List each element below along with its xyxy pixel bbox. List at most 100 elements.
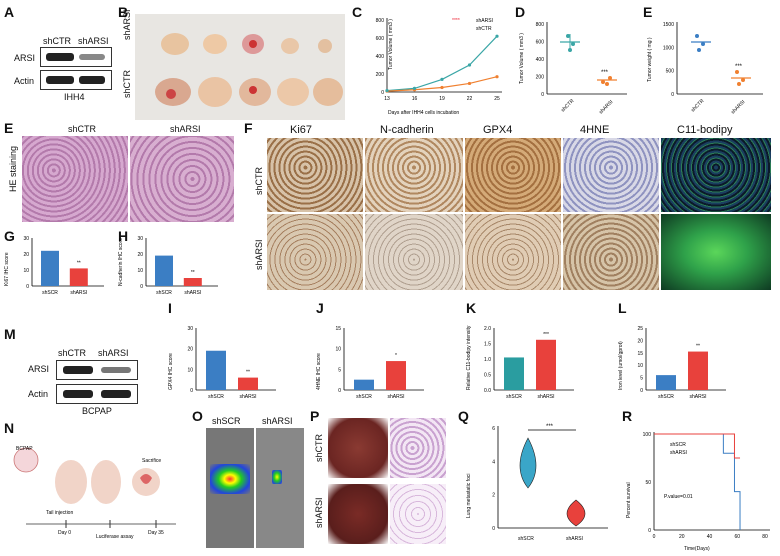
stars-d: *** — [601, 70, 609, 76]
g-chart-ytick: 0 — [26, 284, 29, 290]
l-chart-bar-shARSI — [688, 351, 708, 390]
n-day0: Day 0 — [58, 530, 71, 536]
i-chart-ytick: 30 — [187, 326, 193, 332]
chart-q: 0 2 4 6 *** Lung metastatic foci shSCR shAR… — [466, 424, 608, 542]
group-q-2: shARSI — [566, 536, 583, 542]
panel-letter-l: L — [618, 300, 627, 316]
g-chart-bar-shARSI — [69, 268, 88, 286]
he-image-shctr — [22, 136, 128, 222]
legend-c-shctr: shCTR — [476, 26, 492, 32]
e-yt-tick: 0 — [671, 92, 674, 98]
g-chart-ytick: 30 — [23, 236, 29, 242]
c11-bodipy-shctr — [661, 138, 771, 212]
d-yt-tick: 400 — [536, 57, 545, 63]
panel-letter-r: R — [622, 408, 633, 424]
h-chart-xlabel: shSCR — [156, 290, 172, 296]
r-xtick: 20 — [679, 534, 685, 540]
k-chart-ylabel: Relative C11-bodipy intensity — [466, 325, 472, 390]
chart-c: 0 200 400 600 800 13 16 19 22 25 **** shARSI shCT… — [376, 18, 502, 116]
h-chart-ytick: 0 — [140, 284, 143, 290]
m-lane-sharsi: shARSI — [98, 348, 129, 358]
i-chart-ytick: 10 — [187, 367, 193, 373]
cell-line-bcpap: BCPAP — [82, 406, 112, 416]
charts-gh: 0 10 20 30 shSCR shARSI ** Ki67 IHC score 0 10 20 3… — [4, 236, 218, 296]
i-chart-xlabel: shSCR — [208, 394, 224, 400]
row-label-b-sharsi: shARSI — [122, 9, 132, 40]
n-day35: Day 35 — [148, 530, 164, 536]
p-row-sharsi: shARSI — [314, 497, 324, 528]
j-chart-ytick: 5 — [338, 367, 341, 373]
l-chart-bar-shSCR — [656, 375, 676, 390]
ihc-ncadherin-shctr — [365, 138, 463, 212]
h-chart-bar-shARSI — [183, 278, 202, 286]
i-chart-bar-shARSI — [238, 377, 258, 390]
lung-photo-sharsi — [328, 484, 388, 544]
ihc-ki67-sharsi — [267, 214, 363, 290]
panel-letter-e2: E — [4, 120, 14, 136]
ihc-ki67-shctr — [267, 138, 363, 212]
legend-r-sharsi: shARSI — [670, 450, 687, 456]
ylabel-d: Tumor Volume ( mm3 ) — [519, 33, 525, 84]
group-q-1: shSCR — [518, 536, 534, 542]
row-label-b-shctr: shCTR — [122, 69, 132, 98]
panel-letter-b: B — [118, 4, 129, 20]
j-chart-bar-shSCR — [354, 379, 374, 390]
h-chart-stars: ** — [191, 270, 195, 276]
c-ytick: 0 — [381, 90, 384, 96]
l-chart-xlabel: shSCR — [658, 394, 674, 400]
f-row-sharsi: shARSI — [254, 239, 264, 270]
panel-letter-a: A — [4, 4, 15, 20]
k-chart-bar-shARSI — [536, 339, 556, 390]
j-chart-xlabel: shSCR — [356, 394, 372, 400]
o-col-sharsi: shARSI — [262, 416, 293, 426]
ylabel-r: Percent survival — [626, 482, 632, 518]
c-xtick: 25 — [494, 96, 500, 102]
he-col-sharsi: shARSI — [170, 124, 201, 134]
he-col-shctr: shCTR — [68, 124, 97, 134]
chart-d: 0 200 400 600 800 *** Tumor Volume ( mm3 ) s… — [519, 22, 627, 115]
legend-r-shscr: shSCR — [670, 442, 686, 448]
i-chart-bar-shSCR — [206, 350, 226, 390]
i-chart-stars: ** — [246, 370, 250, 376]
n-luciferase: Luciferase assay — [96, 534, 134, 540]
panel-letter-j: J — [316, 300, 324, 316]
panel-letter-p: P — [310, 408, 320, 424]
xlabel-r: Time(Days) — [684, 546, 710, 552]
e-yt-tick: 1000 — [663, 45, 674, 51]
bioluminescence-shscr — [206, 428, 254, 548]
g-chart-xlabel: shARSI — [70, 290, 87, 296]
xlabel-c: Days after IHH4 cells incubation — [388, 110, 459, 116]
k-chart-xlabel: shARSI — [538, 394, 555, 400]
panel-letter-e1: E — [643, 4, 653, 20]
western-blot-actin — [40, 70, 112, 90]
k-chart-bar-shSCR — [504, 357, 524, 390]
charts-ijkl: 0 10 20 30 shSCR shARSI ** GPX4 IHC score 0 5 10 15… — [168, 325, 726, 400]
r-xtick: 40 — [707, 534, 713, 540]
o-col-shscr: shSCR — [212, 416, 241, 426]
e-yt-tick: 500 — [666, 69, 675, 75]
group-d-1: shCTR — [560, 98, 576, 114]
j-chart-stars: * — [395, 353, 397, 359]
l-chart-xlabel: shARSI — [690, 394, 707, 400]
r-xtick: 80 — [762, 534, 768, 540]
cell-line-ihh4: IHH4 — [64, 92, 85, 102]
r-ytick: 0 — [648, 528, 651, 534]
lung-histology-sharsi — [390, 484, 446, 544]
lane-label-shctr: shCTR — [43, 36, 72, 46]
l-chart-ytick: 20 — [637, 338, 643, 344]
l-chart-ytick: 15 — [637, 351, 643, 357]
j-chart-xlabel: shARSI — [388, 394, 405, 400]
c-ytick: 600 — [376, 36, 385, 42]
j-chart-ytick: 10 — [335, 347, 341, 353]
schematic-n: BCPAP Tail injection Luciferase assay Sa… — [13, 446, 176, 540]
m-western-actin — [56, 384, 138, 404]
group-e1-1: shCTR — [690, 98, 706, 114]
q-yt-tick: 6 — [492, 426, 495, 432]
he-staining-label: HE staining — [8, 145, 18, 192]
row-label-actin: Actin — [14, 76, 35, 86]
he-image-sharsi — [130, 136, 234, 222]
j-chart-ytick: 0 — [338, 388, 341, 394]
h-chart-ytick: 10 — [137, 268, 143, 274]
stars-q: *** — [546, 424, 554, 430]
k-chart-stars: *** — [543, 332, 549, 338]
